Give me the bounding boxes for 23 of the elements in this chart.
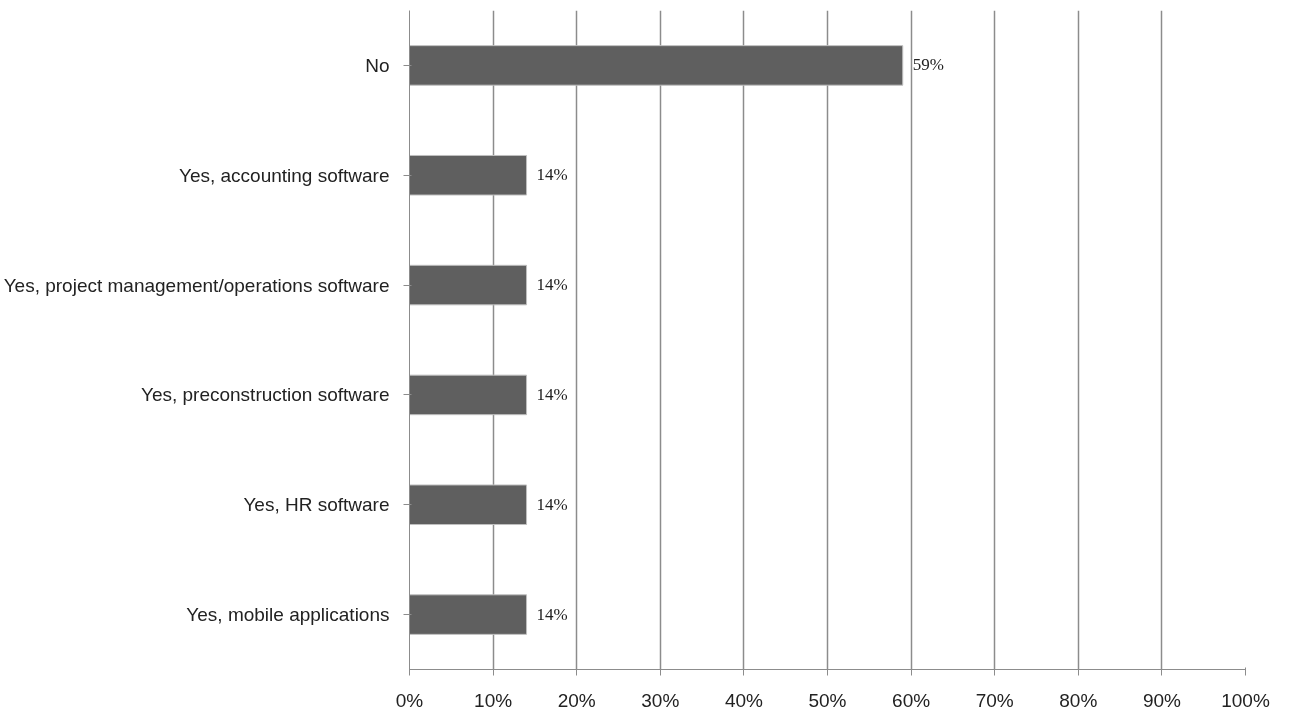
- x-tick-label: 40%: [724, 689, 764, 711]
- data-label: 14%: [536, 604, 568, 624]
- x-tick-label: 80%: [1059, 689, 1098, 711]
- data-label: 14%: [536, 494, 568, 514]
- x-tick-label: 0%: [395, 689, 424, 711]
- data-label: 14%: [536, 384, 568, 404]
- x-tick-label: 70%: [975, 689, 1014, 711]
- x-tick-label: 30%: [641, 689, 680, 711]
- x-tick-label: 20%: [557, 689, 596, 711]
- x-tick-label: 10%: [474, 689, 513, 711]
- data-label: 59%: [912, 55, 944, 75]
- y-tick-label: Yes, project management/operations software: [3, 274, 390, 296]
- x-tick-label: 60%: [892, 689, 931, 711]
- y-tick-label: Yes, HR software: [243, 494, 390, 516]
- y-tick-label: Yes, mobile applications: [186, 604, 390, 626]
- data-label: 14%: [536, 165, 568, 185]
- y-tick-label: No: [365, 54, 390, 76]
- y-tick-label: Yes, accounting software: [178, 164, 390, 186]
- data-label: 14%: [536, 275, 568, 295]
- x-tick-label: 100%: [1221, 689, 1270, 711]
- x-tick-label: 50%: [808, 689, 847, 711]
- y-tick-label: Yes, preconstruction software: [140, 384, 390, 406]
- x-tick-label: 90%: [1142, 689, 1182, 711]
